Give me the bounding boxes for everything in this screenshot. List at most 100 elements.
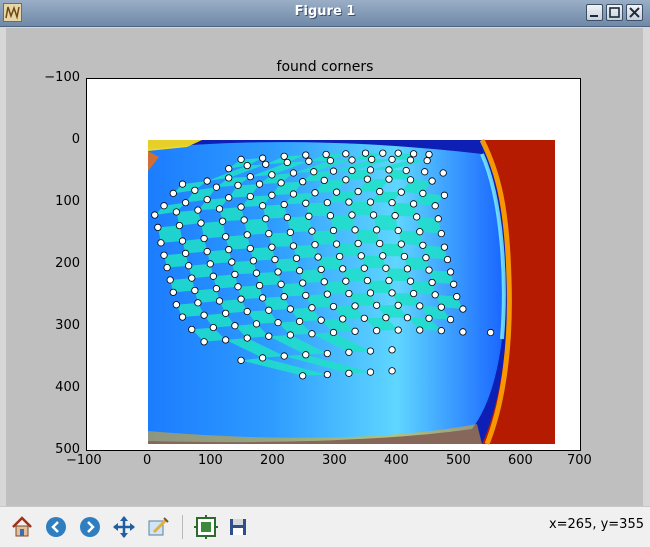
corner-point: [425, 266, 433, 274]
checker-square: [392, 202, 417, 217]
corner-point: [397, 188, 405, 196]
y-tick-label: 200: [55, 256, 80, 271]
app-icon[interactable]: [3, 3, 22, 22]
maximize-button[interactable]: [606, 4, 623, 21]
checker-square: [361, 255, 386, 269]
corner-point: [416, 326, 424, 334]
corner-point: [345, 348, 353, 356]
corner-point: [450, 280, 458, 288]
plot-svg: [148, 138, 555, 445]
corner-point: [348, 211, 356, 219]
corner-point: [212, 183, 221, 191]
corner-point: [388, 289, 396, 297]
checker-square: [336, 243, 362, 257]
zoom-button[interactable]: [144, 513, 172, 541]
corner-point: [246, 192, 254, 201]
corner-point: [163, 263, 171, 272]
corner-point: [345, 289, 353, 298]
checker-square: [311, 332, 371, 353]
checker-square: [204, 313, 235, 328]
corner-point: [410, 200, 418, 208]
corner-point: [188, 274, 196, 282]
checker-square: [268, 334, 328, 355]
checker-square: [194, 288, 220, 303]
corner-point: [376, 239, 384, 248]
corner-point: [323, 370, 331, 379]
home-button[interactable]: [8, 513, 36, 541]
corner-point: [296, 267, 304, 275]
corner-point: [240, 216, 248, 224]
corner-point: [182, 249, 190, 257]
corner-point: [329, 328, 338, 337]
checker-square: [373, 215, 399, 231]
corner-point: [160, 251, 168, 259]
home-icon: [12, 516, 32, 537]
corner-point: [394, 149, 402, 157]
y-tick-label: 0: [71, 132, 80, 147]
checker-square: [250, 247, 275, 261]
corner-point: [379, 149, 387, 157]
corner-point: [366, 289, 375, 297]
save-button[interactable]: [224, 513, 252, 541]
corner-point: [326, 157, 335, 165]
corner-point: [351, 302, 359, 310]
corner-point: [342, 150, 350, 158]
corner-point: [249, 257, 257, 265]
corner-point: [215, 205, 224, 213]
x-tick-label: 500: [446, 453, 471, 468]
window-titlebar[interactable]: Figure 1: [0, 0, 650, 27]
corner-point: [440, 243, 449, 251]
x-tick-label: 700: [567, 453, 592, 468]
corner-point: [459, 305, 467, 313]
x-tick-label: 0: [143, 453, 152, 468]
corner-point: [259, 154, 267, 162]
corner-point: [345, 198, 353, 206]
x-tick-label: 200: [260, 453, 285, 468]
corner-point: [336, 252, 344, 261]
corner-point: [268, 243, 276, 251]
plot-area[interactable]: [86, 78, 581, 451]
checker-square: [281, 283, 306, 297]
pan-button[interactable]: [110, 513, 138, 541]
corner-point: [246, 244, 254, 253]
corner-point: [225, 246, 233, 254]
minimize-button[interactable]: [586, 4, 603, 21]
checker-square: [398, 230, 423, 246]
subplots-button[interactable]: [192, 513, 220, 541]
close-button[interactable]: [626, 4, 643, 21]
corner-point: [237, 356, 245, 364]
corner-point: [403, 265, 412, 273]
corner-point: [271, 255, 279, 264]
checker-square: [213, 274, 238, 289]
forward-arrow-icon: [80, 517, 100, 537]
corner-point: [252, 320, 261, 328]
checker-square: [207, 164, 266, 182]
forward-button[interactable]: [76, 513, 104, 541]
corner-point: [388, 199, 396, 207]
x-tick-label: 600: [508, 453, 533, 468]
y-tick-label: 300: [55, 318, 80, 333]
corner-point: [487, 328, 495, 337]
corner-point: [394, 326, 402, 334]
checker-square: [305, 202, 331, 217]
checker-square: [250, 161, 309, 177]
corner-point: [323, 199, 331, 207]
y-tick-label: −100: [44, 70, 80, 85]
corner-point: [280, 293, 288, 301]
corner-point: [255, 180, 264, 188]
corner-point: [222, 309, 230, 317]
corner-point: [329, 302, 338, 311]
corner-point: [169, 288, 177, 296]
corner-point: [286, 331, 294, 339]
corner-point: [431, 202, 439, 210]
corner-point: [348, 156, 356, 164]
image-hot-region: [482, 140, 555, 444]
checker-square: [293, 244, 319, 259]
corner-point: [302, 291, 310, 300]
back-button[interactable]: [42, 513, 70, 541]
corner-point: [225, 174, 233, 182]
corner-point: [166, 276, 174, 284]
corner-point: [218, 217, 227, 225]
corner-point: [400, 252, 408, 261]
checker-square: [219, 299, 248, 314]
